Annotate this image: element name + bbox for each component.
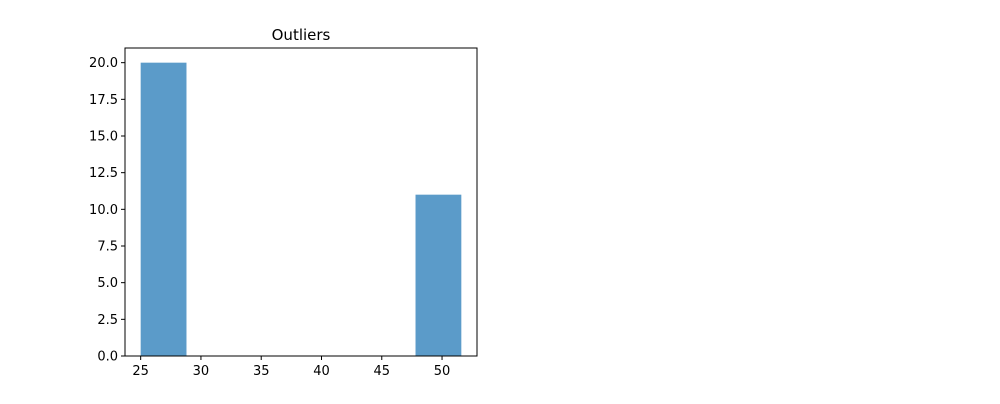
y-tick-label-8: 20.0 [89, 56, 118, 71]
y-axis: 0.0 2.5 5.0 7.5 10.0 12.5 15.0 17.5 20.0 [89, 56, 125, 365]
y-tick-label-7: 17.5 [89, 93, 118, 108]
y-tick-label-1: 2.5 [97, 313, 118, 328]
bars-group [140, 62, 462, 357]
x-tick-label-0: 25 [132, 364, 149, 379]
x-tick-label-4: 45 [373, 364, 390, 379]
x-tick-label-3: 40 [313, 364, 330, 379]
x-axis: 25 30 35 40 45 50 [132, 356, 450, 379]
x-tick-label-2: 35 [253, 364, 270, 379]
histogram-bar-6 [415, 194, 462, 356]
y-tick-label-0: 0.0 [97, 350, 118, 365]
y-tick-label-2: 5.0 [97, 276, 118, 291]
chart-title: Outliers [272, 26, 331, 44]
y-tick-label-4: 10.0 [89, 203, 118, 218]
histogram-bar-0 [140, 62, 187, 357]
y-tick-label-5: 12.5 [89, 166, 118, 181]
x-tick-label-5: 50 [434, 364, 451, 379]
plot-frame [124, 47, 478, 357]
y-tick-label-6: 15.0 [89, 130, 118, 145]
y-tick-label-3: 7.5 [97, 240, 118, 255]
x-tick-label-1: 30 [193, 364, 210, 379]
